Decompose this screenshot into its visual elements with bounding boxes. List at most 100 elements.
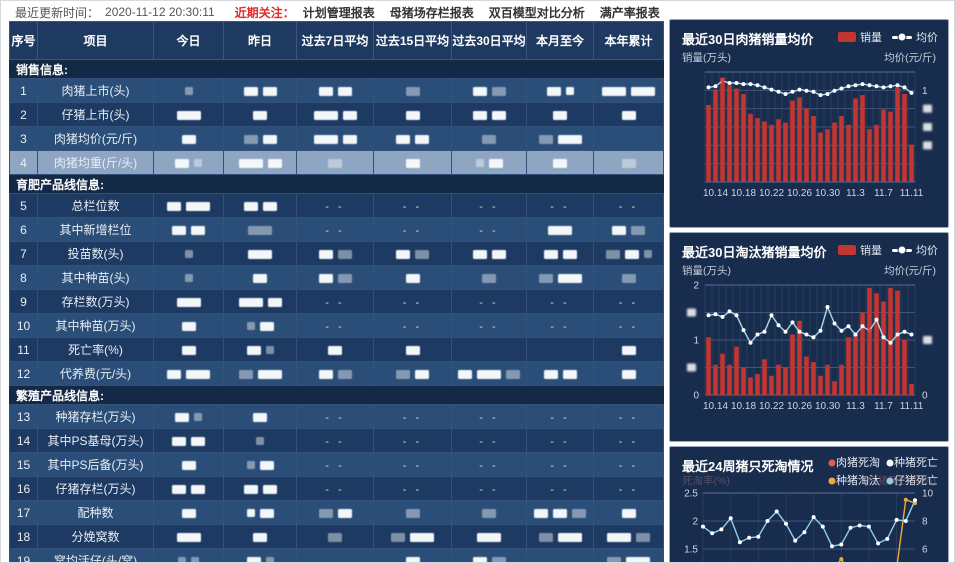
table-row-16[interactable]: 16 仔猪存栏(万头) - -- -- -- -- - bbox=[9, 476, 664, 501]
table-row-12[interactable]: 12 代养费(元/头) bbox=[9, 361, 664, 386]
svg-text:2.5: 2.5 bbox=[684, 489, 698, 500]
redacted-value bbox=[191, 436, 205, 446]
redacted-value bbox=[256, 437, 264, 446]
report-link-1[interactable]: 母猪场存栏报表 bbox=[389, 5, 474, 20]
no-data-dash: - - bbox=[550, 411, 570, 424]
svg-text:10.14: 10.14 bbox=[703, 401, 728, 412]
redacted-value bbox=[267, 297, 282, 307]
redacted-value bbox=[248, 225, 272, 235]
report-link-0[interactable]: 计划管理报表 bbox=[302, 5, 375, 20]
report-link-3[interactable]: 满产率报表 bbox=[599, 5, 660, 20]
svg-text:10.30: 10.30 bbox=[815, 188, 840, 199]
redacted-value bbox=[557, 532, 582, 542]
svg-text:0: 0 bbox=[693, 391, 699, 402]
redacted-value bbox=[175, 158, 189, 168]
legend-item-种猪淘汰[interactable]: 种猪淘汰 bbox=[827, 472, 880, 488]
table-row-8[interactable]: 8 其中种苗(头) bbox=[9, 265, 664, 290]
table-row-9[interactable]: 9 存栏数(万头) - -- -- -- -- - bbox=[9, 289, 664, 314]
redacted-value bbox=[491, 249, 506, 259]
legend-item-仔猪死亡[interactable]: 仔猪死亡 bbox=[885, 472, 938, 488]
no-data-dash: - - bbox=[550, 200, 570, 213]
svg-text:2: 2 bbox=[693, 281, 699, 292]
table-row-4[interactable]: 4 肉猪均重(斤/头) bbox=[9, 150, 664, 175]
bar-swatch-icon bbox=[838, 245, 856, 255]
no-data-dash: - - bbox=[479, 200, 499, 213]
table-row-1[interactable]: 1 肉猪上市(头) bbox=[9, 78, 664, 103]
table-row-17[interactable]: 17 配种数 bbox=[9, 500, 664, 525]
legend-item-销量[interactable]: 销量 bbox=[838, 29, 882, 45]
redacted-value bbox=[538, 532, 553, 542]
redacted-value bbox=[405, 86, 420, 96]
redacted-value bbox=[482, 508, 496, 518]
column-header-8: 本年累计 bbox=[593, 21, 664, 60]
table-row-2[interactable]: 2 仔猪上市(头) bbox=[9, 102, 664, 127]
y-right-axis-label: 仔猪死亡率(%) bbox=[867, 475, 936, 487]
redacted-value bbox=[318, 273, 333, 283]
redacted-value bbox=[621, 110, 636, 120]
no-data-dash: - - bbox=[618, 200, 639, 213]
no-data-dash: - - bbox=[479, 296, 499, 309]
table-row-10[interactable]: 10 其中种苗(万头) - -- -- -- -- - bbox=[9, 313, 664, 338]
legend-label: 销量 bbox=[860, 245, 882, 257]
svg-text:10.18: 10.18 bbox=[731, 401, 756, 412]
table-row-3[interactable]: 3 肉猪均价(元/斤) bbox=[9, 126, 664, 151]
redacted-value bbox=[243, 86, 258, 96]
redacted-value bbox=[186, 369, 210, 379]
table-row-18[interactable]: 18 分娩窝数 bbox=[9, 524, 664, 549]
redacted-value bbox=[337, 369, 352, 379]
redacted-value bbox=[482, 134, 496, 144]
no-data-dash: - - bbox=[618, 435, 639, 448]
legend-item-均价[interactable]: 均价 bbox=[892, 29, 938, 45]
redacted-value bbox=[184, 250, 193, 259]
redacted-value bbox=[328, 158, 342, 168]
no-data-dash: - - bbox=[402, 296, 423, 309]
redacted-value bbox=[475, 159, 484, 168]
legend-item-销量[interactable]: 销量 bbox=[838, 242, 882, 258]
redacted-value bbox=[565, 87, 574, 96]
redacted-value bbox=[391, 532, 405, 542]
legend-item-肉猪死淘[interactable]: 肉猪死淘 bbox=[827, 454, 880, 470]
redacted-value bbox=[253, 412, 267, 422]
redacted-value bbox=[548, 225, 572, 235]
redacted-value bbox=[415, 369, 429, 379]
table-row-19[interactable]: 19 窝均活仔(头/窝) bbox=[9, 548, 664, 562]
table-row-15[interactable]: 15 其中PS后备(万头) - -- -- -- -- - bbox=[9, 452, 664, 477]
table-row-14[interactable]: 14 其中PS基母(万头) - -- -- -- -- - bbox=[9, 428, 664, 453]
svg-text:10: 10 bbox=[922, 489, 934, 500]
table-row-5[interactable]: 5 总栏位数 - -- -- -- -- - bbox=[9, 193, 664, 218]
redacted-value bbox=[328, 345, 342, 355]
redacted-value bbox=[488, 158, 503, 168]
redacted-value bbox=[337, 86, 352, 96]
redacted-value bbox=[543, 369, 558, 379]
redacted-value bbox=[318, 86, 333, 96]
y-right-axis-label: 均价(元/斤) bbox=[884, 265, 936, 277]
redacted-value bbox=[458, 369, 472, 379]
redacted-value bbox=[605, 249, 620, 259]
redacted-value bbox=[178, 557, 186, 562]
redacted-value bbox=[557, 134, 582, 144]
charts-column: 最近30日肉猪销量均价 销量 均价 销量(万头) 均价(元/斤) 1 10.14 10… bbox=[669, 19, 949, 562]
report-link-2[interactable]: 双百模型对比分析 bbox=[488, 5, 585, 20]
table-row-13[interactable]: 13 种猪存栏(万头) - -- -- -- -- - bbox=[9, 404, 664, 429]
no-data-dash: - - bbox=[479, 320, 499, 333]
legend-item-均价[interactable]: 均价 bbox=[892, 242, 938, 258]
redacted-value bbox=[313, 110, 338, 120]
svg-text:10.26: 10.26 bbox=[787, 188, 812, 199]
table-row-7[interactable]: 7 投苗数(头) bbox=[9, 241, 664, 266]
table-row-11[interactable]: 11 死亡率(%) bbox=[9, 337, 664, 362]
redacted-value bbox=[246, 322, 255, 331]
redacted-value bbox=[396, 134, 410, 144]
redacted-value bbox=[612, 225, 626, 235]
svg-text:11.11: 11.11 bbox=[900, 188, 924, 199]
redacted-value bbox=[191, 557, 199, 562]
mortality-chart: 2.5 10 2 8 1.5 6 bbox=[684, 489, 934, 562]
legend-item-种猪死亡[interactable]: 种猪死亡 bbox=[885, 454, 938, 470]
section-row: 繁殖产品线信息: bbox=[9, 385, 664, 405]
redacted-value bbox=[238, 297, 263, 307]
no-data-dash: - - bbox=[325, 296, 345, 309]
svg-text:10.22: 10.22 bbox=[759, 401, 784, 412]
redacted-value bbox=[253, 110, 267, 120]
table-row-6[interactable]: 6 其中新增栏位 - -- -- - bbox=[9, 217, 664, 242]
svg-text:11.3: 11.3 bbox=[846, 188, 865, 199]
report-links: 计划管理报表 母猪场存栏报表 双百模型对比分析 满产率报表 bbox=[303, 4, 675, 21]
